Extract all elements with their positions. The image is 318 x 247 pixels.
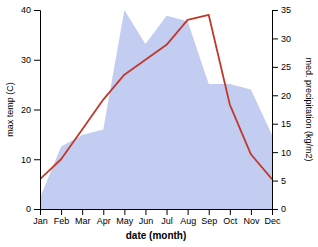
tick-label: 20 — [21, 105, 31, 115]
tick-label: 35 — [281, 5, 291, 15]
tick-mark — [272, 38, 278, 39]
tick: 40 — [21, 5, 40, 15]
tick-label: 0 — [26, 204, 31, 214]
tick-label: 30 — [281, 34, 291, 44]
tick-mark — [272, 10, 278, 11]
tick: Oct — [223, 209, 238, 226]
tick: Jul — [161, 209, 173, 226]
tick: 0 — [26, 204, 40, 214]
tick-mark — [272, 95, 278, 96]
tick-label: 10 — [281, 148, 291, 158]
tick-mark — [167, 209, 168, 215]
tick-mark — [82, 209, 83, 215]
tick: 20 — [272, 91, 291, 101]
tick: 15 — [272, 119, 291, 129]
tick: 10 — [21, 155, 40, 165]
tick: 10 — [272, 148, 291, 158]
tick-label: 20 — [281, 91, 291, 101]
plot: JanFebMarAprMayJunJulAugSepOctNovDec0102… — [21, 5, 291, 226]
tick: 5 — [272, 176, 286, 186]
tick-mark — [34, 159, 40, 160]
y-axis: 0 10 20 30 40 — [21, 5, 41, 214]
tick-label: Apr — [97, 216, 111, 226]
tick-mark — [272, 67, 278, 68]
tick-label: Aug — [180, 216, 196, 226]
tick: Sep — [201, 209, 217, 226]
tick: Nov — [243, 209, 260, 226]
tick-label: 0 — [281, 204, 286, 214]
axis-line — [34, 11, 41, 210]
axis-line — [273, 11, 279, 210]
tick: 20 — [21, 105, 40, 115]
tick-label: Dec — [264, 216, 281, 226]
tick-mark — [103, 209, 104, 215]
tick-mark — [209, 209, 210, 215]
tick-label: Jul — [161, 216, 173, 226]
tick-mark — [145, 209, 146, 215]
tick-label: Nov — [243, 216, 260, 226]
axis-line — [41, 210, 273, 216]
tick: Jan — [33, 209, 48, 226]
tick: Apr — [97, 209, 111, 226]
tick-mark — [272, 124, 278, 125]
tick-label: 40 — [21, 5, 31, 15]
tick-mark — [34, 10, 40, 11]
tick-mark — [124, 209, 125, 215]
tick: 30 — [21, 55, 40, 65]
tick-mark — [34, 110, 40, 111]
tick-mark — [34, 209, 40, 210]
tick-mark — [272, 209, 278, 210]
y2-axis: 0 5 10 15 20 25 30 35 — [272, 5, 291, 214]
tick-label: 15 — [281, 119, 291, 129]
tick: Mar — [75, 209, 91, 226]
tick-label: Jan — [33, 216, 48, 226]
tick-mark — [230, 209, 231, 215]
tick: 35 — [272, 5, 291, 15]
tick-mark — [251, 209, 252, 215]
tick-label: Feb — [54, 216, 70, 226]
tick: Aug — [180, 209, 196, 226]
y-axis-title: max temp (C) — [5, 82, 15, 137]
area — [40, 10, 272, 209]
x-axis-title: date (month) — [126, 230, 187, 241]
line — [40, 15, 272, 179]
marks — [40, 10, 272, 209]
tick: Feb — [54, 209, 70, 226]
tick: May — [116, 209, 134, 226]
tick: Dec — [264, 209, 281, 226]
chart: JanFebMarAprMayJunJulAugSepOctNovDec0102… — [0, 0, 318, 247]
tick-label: Sep — [201, 216, 217, 226]
tick-label: Jun — [139, 216, 154, 226]
tick-label: 30 — [21, 55, 31, 65]
tick-label: Mar — [75, 216, 91, 226]
tick: 30 — [272, 34, 291, 44]
tick-label: 10 — [21, 155, 31, 165]
tick-label: 25 — [281, 62, 291, 72]
tick-mark — [188, 209, 189, 215]
x-axis: Jan Feb Mar Apr May Jun Jul Aug Sep Oct Nov Dec — [33, 209, 281, 226]
tick-mark — [272, 152, 278, 153]
tick-label: 5 — [281, 176, 286, 186]
tick: 25 — [272, 62, 291, 72]
tick-label: May — [116, 216, 134, 226]
tick-label: Oct — [223, 216, 238, 226]
tick-mark — [61, 209, 62, 215]
tick: Jun — [139, 209, 154, 226]
tick-mark — [272, 181, 278, 182]
tick-mark — [34, 60, 40, 61]
y2-axis-title: med. precipitation (kg/m2) — [304, 57, 314, 161]
tick: 0 — [272, 204, 286, 214]
